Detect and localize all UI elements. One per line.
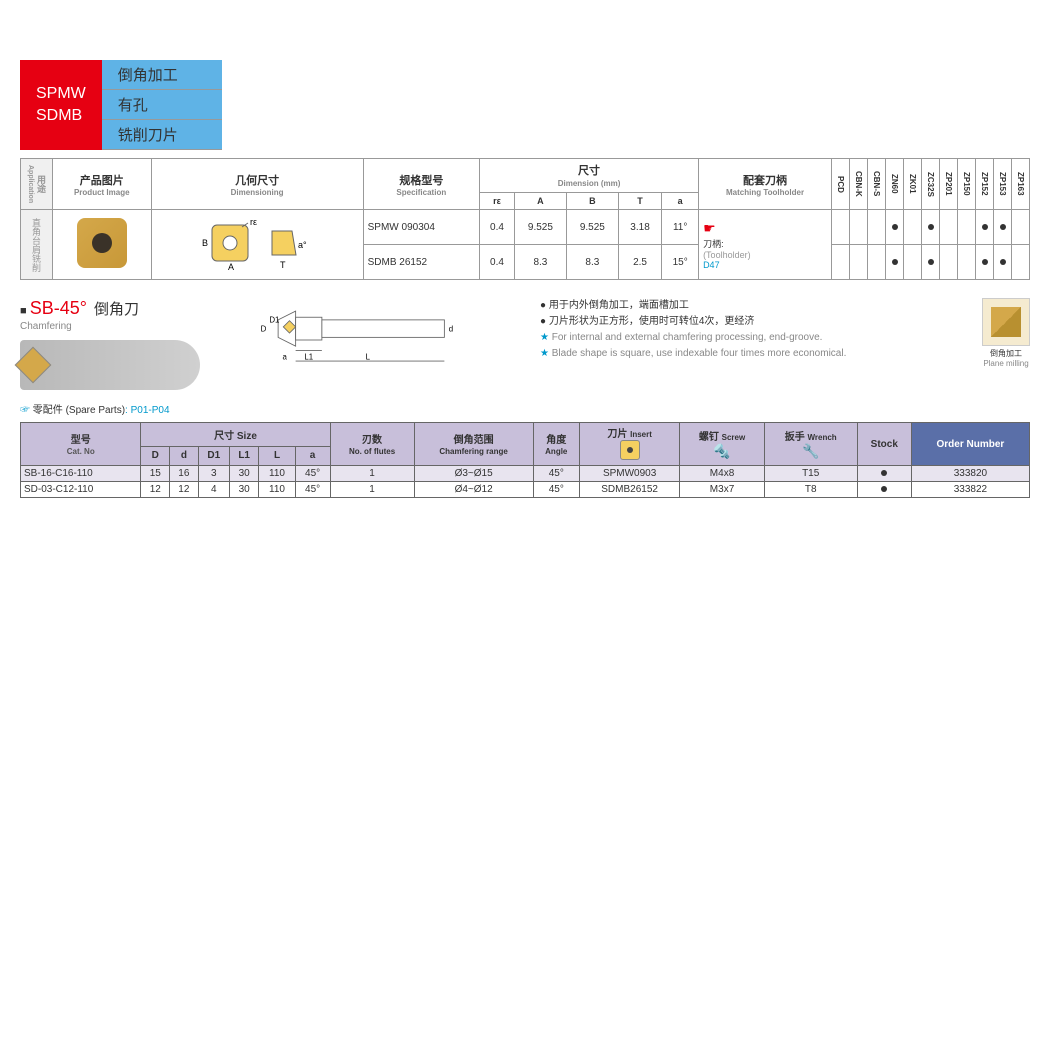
svg-text:L: L	[366, 352, 371, 361]
h-d: d	[170, 446, 199, 465]
plane-icon-wrap: 倒角加工Plane milling	[982, 298, 1030, 368]
svg-text:T: T	[280, 260, 286, 270]
insert-mini-icon	[620, 440, 640, 460]
spare-icon: ☞	[20, 405, 30, 416]
table-row: SB-16-C16-110151633011045°1Ø3~Ø1545°SPMW…	[21, 466, 1030, 482]
h-flutes: 刃数No. of flutes	[330, 423, 414, 466]
dim-A: A	[514, 193, 566, 210]
h-L1: L1	[229, 446, 258, 465]
spec-table: 用途Application 产品图片Product Image 几何尺寸Dime…	[20, 158, 1030, 280]
h-D: D	[141, 446, 170, 465]
table-row: SD-03-C12-110121243011045°1Ø4~Ø1245°SDMB…	[21, 482, 1030, 498]
header-labels: 倒角加工 有孔 铣削刀片	[102, 60, 222, 150]
s0-B: 9.525	[566, 210, 618, 245]
mat-cbnk: CBN-K	[850, 159, 868, 210]
mat-zp152: ZP152	[976, 159, 994, 210]
h-dimensioning: 几何尺寸Dimensioning	[151, 159, 363, 210]
toolholder-cell: ☛ 刀柄: (Toolholder) D47	[699, 210, 832, 280]
mat-zk01: ZK01	[904, 159, 922, 210]
hdr-blue-2: 有孔	[102, 90, 222, 120]
size-table: 型号Cat. No 尺寸 Size 刃数No. of flutes 倒角范围Ch…	[20, 422, 1030, 498]
sb-section: ■ SB-45° 倒角刀 Chamfering ☞ 零配件 (Spare Par…	[20, 298, 1030, 416]
h-a: a	[295, 446, 330, 465]
side-milling: 直角台肩铣削	[21, 210, 53, 280]
dim-drawing-cell: B A rε T a°	[151, 210, 363, 280]
h-insert: 刀片 Insert	[579, 423, 680, 466]
mat-zp163: ZP163	[1012, 159, 1030, 210]
mat-zc32s: ZC32S	[922, 159, 940, 210]
s0-T: 3.18	[618, 210, 661, 245]
mat-pcd: PCD	[832, 159, 850, 210]
mat-cbns: CBN-S	[868, 159, 886, 210]
svg-text:D: D	[261, 324, 267, 333]
h-angle: 角度Angle	[533, 423, 579, 466]
dim-T: T	[618, 193, 661, 210]
sb-en: Chamfering	[20, 321, 220, 332]
h-stock: Stock	[857, 423, 911, 466]
s0-A: 9.525	[514, 210, 566, 245]
screw-icon: 🔩	[713, 443, 730, 459]
svg-text:d: d	[449, 324, 453, 333]
mat-zp153: ZP153	[994, 159, 1012, 210]
dim-B: B	[566, 193, 618, 210]
h-spec: 规格型号Specification	[363, 159, 479, 210]
svg-text:a: a	[283, 352, 288, 361]
svg-text:A: A	[228, 262, 234, 272]
h-D1: D1	[198, 446, 229, 465]
code-spmw: SPMW	[36, 83, 86, 105]
sb-title: ■ SB-45° 倒角刀 Chamfering	[20, 298, 220, 332]
s1-B: 8.3	[566, 245, 618, 280]
bullet-sq: ■	[20, 305, 27, 317]
side-app: 用途Application	[21, 159, 53, 210]
s0-a: 11°	[662, 210, 699, 245]
header: SPMW SDMB 倒角加工 有孔 铣削刀片	[20, 60, 1030, 150]
header-codes: SPMW SDMB	[20, 60, 102, 150]
dim-a: a	[662, 193, 699, 210]
s1-a: 15°	[662, 245, 699, 280]
dim-re: rε	[480, 193, 515, 210]
svg-text:D1: D1	[269, 316, 279, 325]
s1-T: 2.5	[618, 245, 661, 280]
plane-milling-icon	[982, 298, 1030, 346]
h-size: 尺寸 Size	[141, 423, 330, 447]
svg-text:L1: L1	[304, 352, 313, 361]
s1-A: 8.3	[514, 245, 566, 280]
svg-text:B: B	[202, 238, 208, 248]
h-product-image: 产品图片Product Image	[53, 159, 152, 210]
h-chamfer: 倒角范围Chamfering range	[414, 423, 533, 466]
h-screw: 螺钉 Screw🔩	[680, 423, 764, 466]
h-dims: 尺寸 Dimension (mm)	[480, 159, 699, 193]
code-sdmb: SDMB	[36, 105, 86, 127]
svg-text:rε: rε	[250, 217, 257, 227]
pointer-icon: ☛	[703, 220, 716, 236]
s1-re: 0.4	[480, 245, 515, 280]
hdr-blue-1: 倒角加工	[102, 60, 222, 90]
mat-zp201: ZP201	[940, 159, 958, 210]
dim-drawing: B A rε T a°	[192, 213, 322, 273]
spare-parts: ☞ 零配件 (Spare Parts): P01-P04	[20, 401, 220, 416]
product-image-cell	[53, 210, 152, 280]
bullets: ● 用于内外倒角加工，端面槽加工 ● 刀片形状为正方形，使用时可转位4次，更经济…	[540, 298, 962, 362]
h-toolholder: 配套刀柄Matching Toolholder	[699, 159, 832, 210]
h-wrench: 扳手 Wrench🔧	[764, 423, 857, 466]
svg-text:a°: a°	[298, 240, 307, 250]
wrench-icon: 🔧	[802, 443, 819, 459]
h-L: L	[259, 446, 295, 465]
spec-name-1: SDMB 26152	[363, 245, 479, 280]
spec-name-0: SPMW 090304	[363, 210, 479, 245]
tool-image	[20, 340, 200, 390]
mat-zp150: ZP150	[958, 159, 976, 210]
mat-zn60: ZN60	[886, 159, 904, 210]
s0-re: 0.4	[480, 210, 515, 245]
sb-cn: 倒角刀	[94, 301, 139, 318]
hdr-blue-3: 铣削刀片	[102, 120, 222, 150]
h-cat: 型号Cat. No	[21, 423, 141, 466]
tool-diagram: D D1 d a L1 L	[240, 298, 500, 368]
insert-icon	[77, 218, 127, 268]
sb-code: SB-45°	[30, 298, 87, 318]
h-order: Order Number	[911, 423, 1029, 466]
